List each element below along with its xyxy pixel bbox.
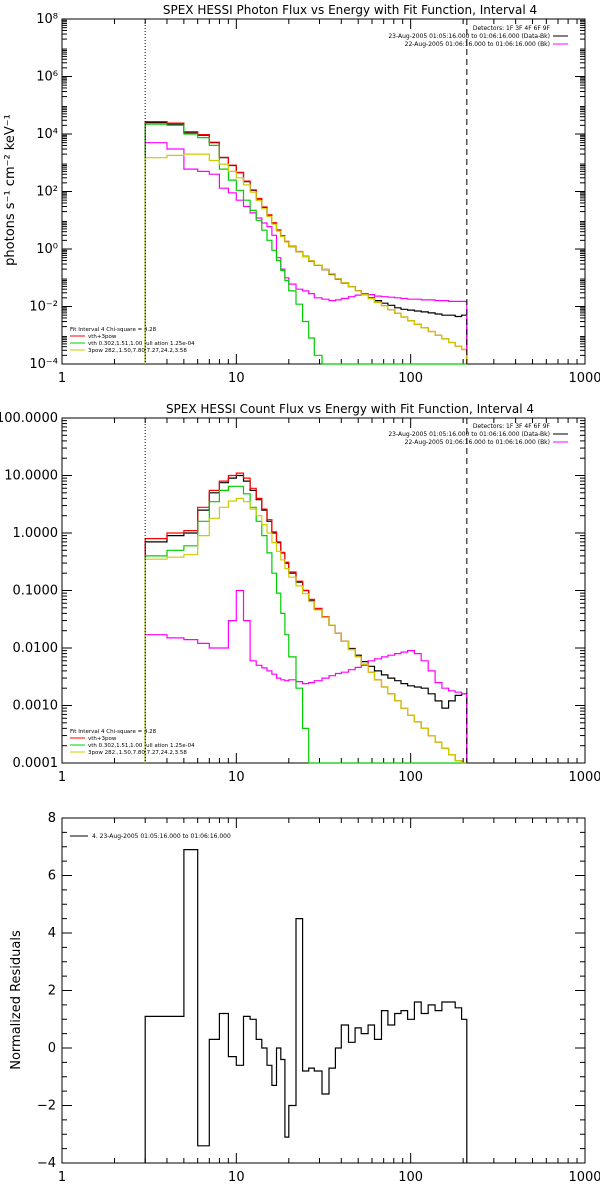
count-ytick-label: 0.1000	[13, 584, 59, 599]
count-plot-area: 1 10 100 1000 0.0001 0.0010 0.0100 0.1000 1.0000…	[0, 411, 600, 785]
residuals-panel: Normalized Residuals 4. 23-Aug-2005 01:0…	[9, 811, 600, 1185]
photon-series-vth	[144, 123, 467, 365]
count-xtick-label: 1	[58, 770, 66, 785]
photon-header-line-2: 22-Aug-2005 01:06:16.000 to 01:06:16.000…	[405, 41, 550, 48]
count-header-line-0: Detectors: 1F 3F 4F 6F 9F	[473, 423, 551, 430]
count-ytick-label: 1.0000	[13, 526, 59, 541]
photon-ytick-label: 10⁸	[36, 12, 58, 27]
photon-xtick-label: 1	[58, 371, 66, 386]
count-header-line-1: 23-Aug-2005 01:05:16.000 to 01:06:16.000…	[388, 431, 550, 438]
photon-xtick-label: 1000	[568, 371, 600, 386]
photon-xtick-label: 10	[228, 371, 245, 386]
photon-series-3pow	[144, 153, 468, 364]
residuals-ytick-label: 2	[48, 984, 56, 999]
photon-title: SPEX HESSI Photon Flux vs Energy with Fi…	[163, 3, 537, 17]
count-ytick-label: 100.0000	[0, 411, 58, 426]
count-fit-legend: Fit Interval 4 Chi-square = 4.28 vth+3po…	[70, 729, 195, 756]
residuals-legend-label: 4. 23-Aug-2005 01:05:16.000 to 01:06:16.…	[92, 833, 231, 840]
photon-fit-line-2: vth 0.302,1.51,1.00 full ation 1.25e-04	[88, 341, 195, 347]
photon-ytick-label: 10⁰	[36, 242, 58, 257]
count-title: SPEX HESSI Count Flux vs Energy with Fit…	[166, 402, 534, 416]
residuals-plot-area: 1 10 100 1000 −4 −2 0 2 4 6 8	[37, 811, 600, 1185]
count-header-line-2: 22-Aug-2005 01:06:16.000 to 01:06:16.000…	[405, 439, 550, 446]
count-xtick-label: 1000	[568, 770, 600, 785]
photon-series-bk	[144, 142, 468, 364]
photon-header: Detectors: 1F 3F 4F 6F 9F 23-Aug-2005 01…	[388, 25, 550, 48]
count-ytick-label: 0.0010	[13, 699, 59, 714]
count-ytick-label: 0.0100	[13, 641, 59, 656]
residuals-xtick-label: 10	[228, 1170, 245, 1185]
count-fit-line-2: vth 0.302,1.51,1.00 full ation 1.25e-04	[88, 743, 195, 749]
photon-ytick-label: 10⁻⁴	[29, 357, 58, 372]
photon-fit-legend: Fit Interval 4 Chi-square = 4.28 vth+3po…	[70, 327, 195, 354]
count-header: Detectors: 1F 3F 4F 6F 9F 23-Aug-2005 01…	[388, 423, 550, 446]
count-fit-line-0: Fit Interval 4 Chi-square = 4.28	[70, 729, 157, 735]
residuals-xtick-label: 1000	[568, 1170, 600, 1185]
count-flux-panel: SPEX HESSI Count Flux vs Energy with Fit…	[0, 402, 600, 785]
photon-ytick-label: 10⁶	[36, 70, 58, 85]
count-series-bk	[144, 589, 468, 763]
count-ytick-label: 0.0001	[13, 756, 59, 771]
count-ytick-label: 10.0000	[4, 469, 58, 484]
photon-ylabel: photons s⁻¹ cm⁻² keV⁻¹	[3, 114, 18, 266]
residuals-series-4-23-aug-2005-01-05-16-000-to-01-06-16-000	[144, 849, 468, 1163]
residuals-ytick-label: 4	[48, 926, 56, 941]
residuals-legend: 4. 23-Aug-2005 01:05:16.000 to 01:06:16.…	[70, 833, 231, 840]
photon-header-line-0: Detectors: 1F 3F 4F 6F 9F	[473, 25, 551, 32]
photon-xtick-label: 100	[398, 371, 423, 386]
photon-fit-line-0: Fit Interval 4 Chi-square = 4.28	[70, 327, 157, 333]
count-xtick-label: 10	[228, 770, 245, 785]
residuals-ytick-label: 6	[48, 869, 56, 884]
residuals-ytick-label: −2	[37, 1099, 56, 1114]
count-xtick-label: 100	[398, 770, 423, 785]
photon-fit-line-3: 3pow 282.,1.50,7.80,7.27,24.2,3.58	[88, 348, 187, 354]
count-series-vth	[144, 485, 467, 764]
count-fit-line-1: vth+3pow	[88, 736, 117, 742]
residuals-ytick-label: 0	[48, 1041, 56, 1056]
photon-flux-panel: SPEX HESSI Photon Flux vs Energy with Fi…	[3, 3, 600, 386]
residuals-xtick-label: 1	[58, 1170, 66, 1185]
residuals-xtick-label: 100	[398, 1170, 423, 1185]
count-fit-line-3: 3pow 282.,1.50,7.80,7.27,24.2,3.58	[88, 750, 187, 756]
photon-ytick-label: 10⁻²	[29, 300, 58, 315]
photon-ytick-label: 10⁴	[36, 127, 58, 142]
photon-ytick-label: 10²	[36, 185, 58, 200]
residuals-ylabel: Normalized Residuals	[9, 930, 24, 1070]
photon-fit-line-1: vth+3pow	[88, 334, 117, 340]
residuals-ytick-label: 8	[48, 811, 56, 826]
residuals-ytick-label: −4	[37, 1156, 56, 1171]
count-series-3pow	[144, 497, 467, 764]
photon-header-line-1: 23-Aug-2005 01:05:16.000 to 01:06:16.000…	[388, 33, 550, 40]
photon-plot-area: 1 10 100 1000 10⁻⁴ 10⁻² 10⁰ 10² 10⁴ 10⁶ 10⁸	[29, 12, 600, 386]
